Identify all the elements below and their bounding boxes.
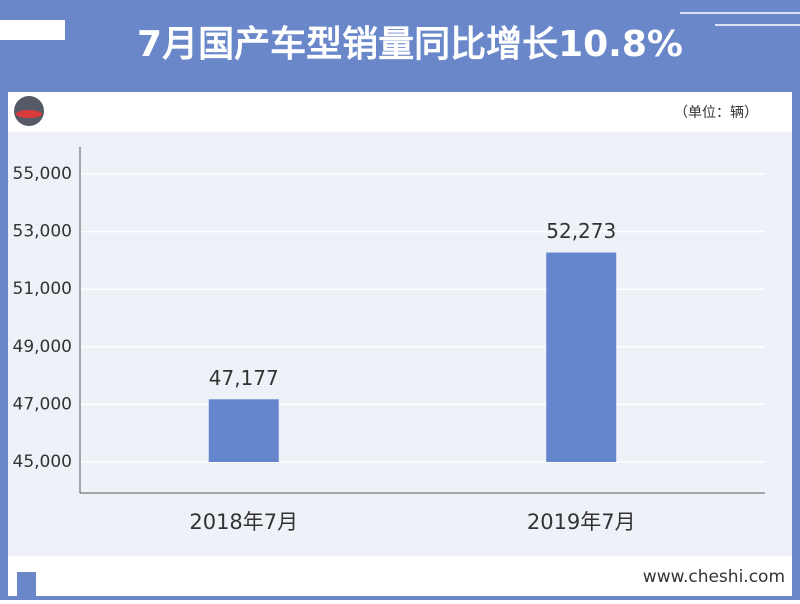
- y-tick-label: 53,000: [13, 222, 72, 242]
- y-tick-label: 45,000: [13, 452, 72, 472]
- value-label: 52,273: [546, 219, 616, 243]
- unit-strip: [8, 92, 792, 132]
- bar: [546, 252, 617, 462]
- unit-note: （单位：辆）: [674, 105, 758, 121]
- footer-decoration: [17, 572, 36, 596]
- header-decoration: [0, 20, 65, 40]
- y-tick-label: 55,000: [13, 164, 72, 184]
- bar: [208, 399, 279, 462]
- y-tick-label: 51,000: [13, 279, 72, 299]
- footer-strip: [8, 556, 792, 596]
- y-tick-label: 49,000: [13, 337, 72, 357]
- logo-car: [16, 110, 42, 118]
- x-tick-label: 2019年7月: [527, 510, 636, 534]
- plot-background: [8, 132, 792, 556]
- source: www.cheshi.com: [643, 567, 785, 587]
- chart-title: 7月国产车型销量同比增长10.8%: [137, 24, 683, 65]
- x-tick-label: 2018年7月: [189, 510, 298, 534]
- value-label: 47,177: [209, 366, 279, 390]
- y-tick-label: 47,000: [13, 394, 72, 414]
